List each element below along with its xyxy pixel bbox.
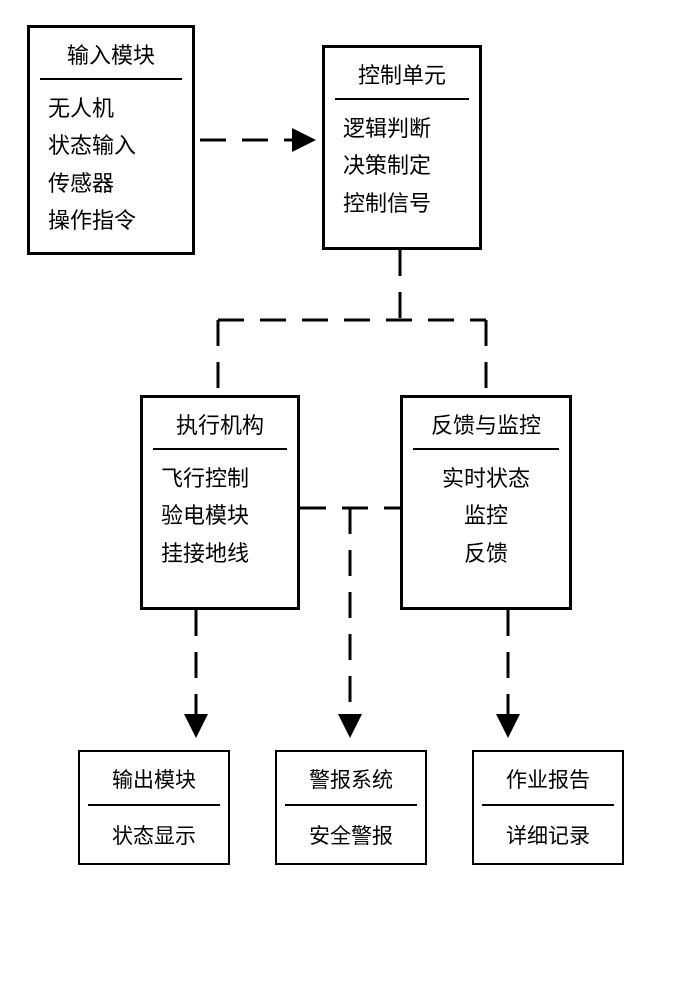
node-feedback: 反馈与监控 实时状态 监控 反馈 [400,395,572,610]
node-input-body: 无人机 状态输入 传感器 操作指令 [30,80,192,254]
node-control-item: 控制信号 [343,185,461,222]
node-input: 输入模块 无人机 状态输入 传感器 操作指令 [27,25,195,255]
node-input-item: 状态输入 [48,127,174,164]
node-feedback-item: 反馈 [421,535,551,572]
diagram-canvas: 输入模块 无人机 状态输入 传感器 操作指令 控制单元 逻辑判断 决策制定 控制… [0,0,700,1000]
node-control-title: 控制单元 [335,48,469,100]
node-exec-body: 飞行控制 验电模块 挂接地线 [143,450,297,586]
node-control-item: 逻辑判断 [343,110,461,147]
node-output-body: 状态显示 [80,806,228,864]
node-feedback-body: 实时状态 监控 反馈 [403,450,569,586]
node-alarm-title: 警报系统 [285,752,417,806]
node-feedback-title: 反馈与监控 [413,398,559,450]
node-control-body: 逻辑判断 决策制定 控制信号 [325,100,479,236]
node-exec-item: 验电模块 [161,497,279,534]
node-alarm-body: 安全警报 [277,806,425,864]
node-feedback-item: 实时状态 [421,460,551,497]
node-output-title: 输出模块 [88,752,220,806]
node-input-item: 无人机 [48,90,174,127]
node-exec-item: 飞行控制 [161,460,279,497]
node-control-item: 决策制定 [343,147,461,184]
node-input-item: 操作指令 [48,202,174,239]
node-report-body: 详细记录 [474,806,622,864]
node-report: 作业报告 详细记录 [472,750,624,865]
node-control: 控制单元 逻辑判断 决策制定 控制信号 [322,45,482,250]
node-exec-title: 执行机构 [153,398,287,450]
node-exec: 执行机构 飞行控制 验电模块 挂接地线 [140,395,300,610]
node-input-item: 传感器 [48,165,174,202]
node-input-title: 输入模块 [40,28,182,80]
node-report-title: 作业报告 [482,752,614,806]
node-alarm: 警报系统 安全警报 [275,750,427,865]
node-feedback-item: 监控 [421,497,551,534]
node-output: 输出模块 状态显示 [78,750,230,865]
node-exec-item: 挂接地线 [161,535,279,572]
